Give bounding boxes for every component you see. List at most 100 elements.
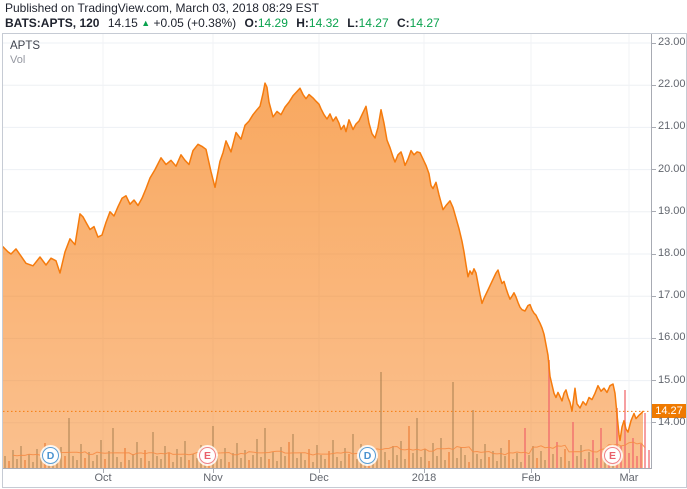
volume-bar bbox=[12, 450, 14, 468]
volume-bar bbox=[512, 459, 514, 468]
volume-bar bbox=[632, 438, 634, 468]
time-axis-tick bbox=[629, 469, 630, 473]
volume-bar bbox=[636, 456, 638, 468]
volume-bar bbox=[552, 454, 554, 468]
volume-bar bbox=[300, 453, 302, 468]
volume-bar bbox=[460, 447, 462, 468]
time-axis-label: Nov bbox=[203, 472, 223, 484]
volume-bar bbox=[172, 462, 174, 468]
volume-bar bbox=[56, 461, 58, 468]
volume-bar bbox=[180, 457, 182, 468]
volume-bar bbox=[544, 460, 546, 468]
volume-bar bbox=[96, 455, 98, 468]
price-axis-tick bbox=[652, 380, 656, 382]
volume-bar bbox=[256, 439, 258, 468]
volume-bar bbox=[580, 445, 582, 468]
volume-bar bbox=[264, 428, 266, 468]
volume-bar bbox=[248, 460, 250, 468]
price-axis[interactable]: 14.27 23.00 22.00 21.00 20.00 19.00 18.00 17.0… bbox=[651, 34, 686, 487]
volume-bar bbox=[164, 446, 166, 468]
volume-bar bbox=[8, 461, 10, 468]
volume-bar bbox=[600, 428, 602, 468]
price-axis-tick bbox=[652, 422, 656, 424]
time-axis-label: Oct bbox=[94, 472, 112, 484]
volume-bar bbox=[104, 459, 106, 468]
volume-bar bbox=[420, 457, 422, 468]
volume-bar bbox=[20, 446, 22, 468]
volume-bar bbox=[500, 448, 502, 468]
volume-bar bbox=[320, 455, 322, 468]
volume-bar bbox=[628, 453, 630, 468]
volume-bar bbox=[304, 460, 306, 468]
volume-bar bbox=[212, 426, 214, 468]
price-area-fill bbox=[3, 83, 643, 468]
volume-bar bbox=[488, 457, 490, 468]
time-axis-tick bbox=[424, 469, 425, 473]
volume-bar bbox=[344, 448, 346, 468]
last-price: 14.15 bbox=[107, 16, 138, 30]
volume-bar bbox=[444, 460, 446, 468]
volume-bar bbox=[616, 408, 618, 468]
last-price-tag: 14.27 bbox=[652, 404, 686, 419]
price-axis-tick bbox=[652, 337, 656, 339]
volume-bar bbox=[148, 461, 150, 468]
volume-bar bbox=[428, 461, 430, 468]
price-axis-label: 19.00 bbox=[658, 204, 686, 217]
time-axis-tick bbox=[319, 469, 320, 473]
volume-bar bbox=[216, 456, 218, 468]
volume-bar bbox=[504, 456, 506, 468]
volume-bar bbox=[4, 456, 6, 468]
volume-bar bbox=[92, 461, 94, 468]
time-axis-label: Feb bbox=[521, 472, 541, 484]
open-label: O: bbox=[244, 16, 258, 30]
volume-bar bbox=[472, 410, 474, 468]
time-axis-label: Mar bbox=[619, 472, 639, 484]
volume-bar bbox=[556, 442, 558, 468]
time-axis[interactable]: Oct Nov Dec 2018 Feb Mar bbox=[3, 468, 652, 487]
volume-bar bbox=[28, 454, 30, 468]
volume-ma-line bbox=[12, 441, 646, 457]
volume-bar bbox=[128, 460, 130, 468]
volume-bar bbox=[112, 428, 114, 468]
volume-bar bbox=[408, 426, 410, 468]
published-line: Published on TradingView.com, March 03, … bbox=[5, 1, 319, 15]
volume-bar bbox=[244, 450, 246, 468]
volume-bar bbox=[120, 462, 122, 468]
volume-bar bbox=[296, 458, 298, 468]
volume-bar bbox=[156, 456, 158, 468]
price-axis-label: 18.00 bbox=[658, 247, 686, 259]
volume-bar bbox=[532, 446, 534, 468]
dividend-event-badge[interactable]: D bbox=[42, 447, 59, 464]
volume-bar bbox=[76, 460, 78, 468]
volume-bar bbox=[176, 449, 178, 468]
volume-bar bbox=[136, 442, 138, 468]
volume-bar bbox=[160, 459, 162, 468]
volume-bar bbox=[452, 382, 454, 468]
volume-bar bbox=[540, 451, 542, 468]
close-label: C: bbox=[397, 16, 410, 30]
volume-bar bbox=[60, 447, 62, 468]
chart-header: Published on TradingView.com, March 03, … bbox=[5, 1, 675, 31]
price-axis-label: 21.00 bbox=[658, 120, 686, 133]
volume-bar bbox=[116, 457, 118, 468]
volume-bar bbox=[260, 457, 262, 468]
dividend-event-badge[interactable]: D bbox=[359, 447, 376, 464]
earnings-event-badge[interactable]: E bbox=[199, 447, 216, 464]
volume-bar bbox=[196, 458, 198, 468]
price-axis-label: 20.00 bbox=[658, 162, 686, 175]
volume-bar bbox=[464, 455, 466, 468]
volume-bar bbox=[312, 462, 314, 468]
volume-bar bbox=[240, 458, 242, 468]
earnings-event-badge[interactable]: E bbox=[604, 447, 621, 464]
volume-bar bbox=[288, 442, 290, 468]
price-chart-svg[interactable] bbox=[3, 34, 651, 468]
volume-bar bbox=[480, 459, 482, 468]
volume-bar bbox=[308, 449, 310, 468]
volume-bar bbox=[100, 440, 102, 468]
volume-bar bbox=[188, 460, 190, 468]
volume-bar bbox=[16, 459, 18, 468]
volume-bar bbox=[412, 453, 414, 468]
volume-bar bbox=[620, 446, 622, 468]
volume-bar bbox=[436, 456, 438, 468]
